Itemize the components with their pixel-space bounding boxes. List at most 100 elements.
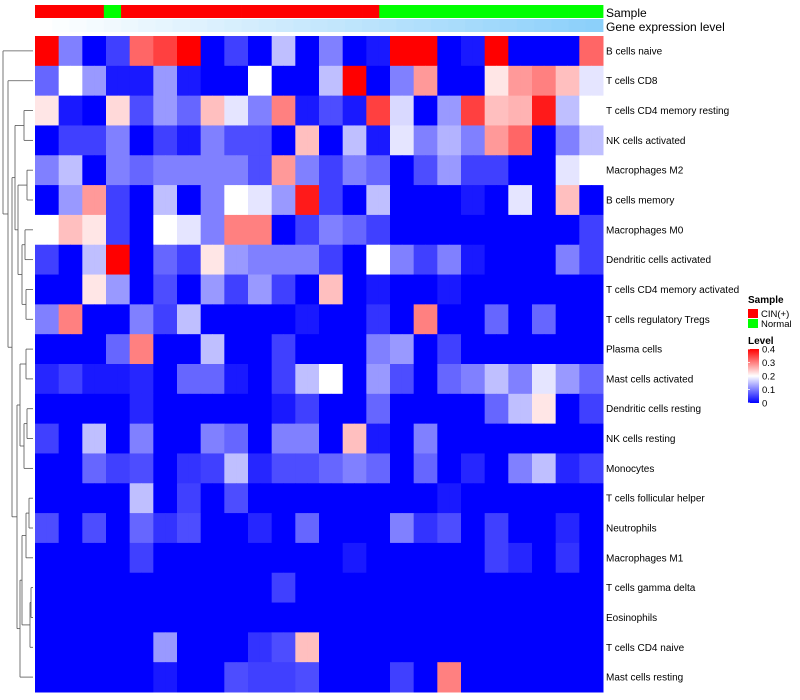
heatmap-cell: [212, 364, 225, 395]
heatmap-cell: [106, 95, 119, 126]
heatmap-cell: [508, 513, 521, 544]
heatmap-cell: [532, 513, 545, 544]
heatmap-cell: [508, 36, 521, 67]
heatmap-cell: [70, 214, 83, 246]
heatmap-cell: [461, 244, 474, 276]
heatmap-cell: [177, 602, 190, 633]
heatmap-cell: [117, 632, 131, 663]
heatmap-cell: [248, 393, 261, 425]
heatmap-cell: [106, 155, 119, 186]
heatmap-cell: [555, 125, 568, 156]
heatmap-cell: [307, 453, 320, 484]
heatmap-cell: [224, 513, 237, 544]
heatmap-cell: [307, 36, 320, 67]
heatmap-cell: [532, 662, 545, 693]
heatmap-cell: [484, 602, 497, 633]
heatmap-cell: [567, 65, 580, 97]
heatmap-cell: [401, 304, 415, 335]
heatmap-cell: [283, 65, 296, 97]
heatmap-cell: [390, 393, 403, 425]
heatmap-cell: [401, 155, 415, 186]
heatmap-cell: [378, 393, 391, 425]
heatmap-cell: [46, 542, 60, 574]
heatmap-cell: [117, 602, 131, 633]
heatmap-cell: [165, 513, 178, 544]
heatmap-cell: [248, 304, 261, 335]
row-label: T cells follicular helper: [606, 494, 705, 505]
heatmap-cell: [484, 65, 497, 97]
heatmap-cell: [484, 185, 497, 216]
sample-annotation-cell: [69, 5, 88, 18]
heatmap-cell: [330, 65, 344, 97]
heatmap-cell: [70, 393, 83, 425]
heatmap-cell: [390, 214, 403, 246]
heatmap-cell: [378, 125, 391, 156]
heatmap-cell: [212, 65, 225, 97]
heatmap-cell: [342, 65, 355, 97]
heatmap-cell: [461, 453, 474, 484]
heatmap-cell: [472, 214, 486, 246]
heatmap-cell: [188, 36, 202, 67]
heatmap-cell: [425, 483, 438, 514]
heatmap-cell: [248, 214, 261, 246]
heatmap-cell: [579, 662, 592, 693]
heatmap-cell: [165, 214, 178, 246]
heatmap-cell: [354, 483, 367, 514]
sample-annotation-cell: [138, 5, 156, 18]
heatmap-cell: [236, 423, 249, 454]
heatmap-cell: [437, 572, 450, 604]
heatmap-cell: [224, 364, 237, 395]
heatmap-cell: [70, 572, 83, 604]
heatmap-cell: [271, 214, 284, 246]
heatmap-cell: [259, 662, 273, 693]
heatmap-cell: [319, 632, 332, 663]
heatmap-cell: [330, 542, 344, 574]
heatmap-cell: [508, 572, 521, 604]
heatmap-cell: [295, 423, 308, 454]
heatmap-cell: [212, 542, 225, 574]
heatmap-cell: [177, 513, 190, 544]
heatmap-cell: [342, 334, 355, 365]
heatmap-cell: [413, 513, 426, 544]
heatmap-cell: [188, 304, 202, 335]
heatmap-cell: [129, 304, 142, 335]
heatmap-cell: [508, 214, 521, 246]
heatmap-cell: [35, 65, 48, 97]
heatmap-cell: [224, 155, 237, 186]
heatmap-cell: [165, 334, 178, 365]
heatmap-cell: [153, 513, 166, 544]
heatmap-cell: [413, 364, 426, 395]
heatmap-cell: [532, 572, 545, 604]
heatmap-cell: [106, 393, 119, 425]
heatmap-cell: [425, 36, 438, 67]
heatmap-cell: [425, 393, 438, 425]
heatmap-cell: [129, 393, 142, 425]
heatmap-cell: [401, 244, 415, 276]
heatmap-cell: [117, 423, 131, 454]
heatmap-cell: [366, 155, 379, 186]
heatmap-cell: [330, 214, 344, 246]
heatmap-cell: [390, 483, 403, 514]
heatmap-cell: [307, 334, 320, 365]
heatmap-cell: [70, 364, 83, 395]
heatmap-cell: [271, 155, 284, 186]
expression-annotation-cell: [172, 19, 191, 32]
heatmap-cell: [591, 662, 604, 693]
heatmap-cell: [94, 185, 107, 216]
heatmap-cell: [248, 185, 261, 216]
sample-annotation-cell: [293, 5, 311, 18]
heatmap-cell: [212, 602, 225, 633]
heatmap-cell: [390, 244, 403, 276]
heatmap-cell: [591, 542, 604, 574]
heatmap-cell: [425, 542, 438, 574]
heatmap-cell: [520, 95, 533, 126]
heatmap-cell: [449, 334, 462, 365]
heatmap-cell: [354, 304, 367, 335]
heatmap-cell: [425, 572, 438, 604]
heatmap-cell: [567, 423, 580, 454]
heatmap-cell: [188, 274, 202, 305]
heatmap-cell: [532, 602, 545, 633]
heatmap-cell: [472, 572, 486, 604]
heatmap-cell: [532, 214, 545, 246]
